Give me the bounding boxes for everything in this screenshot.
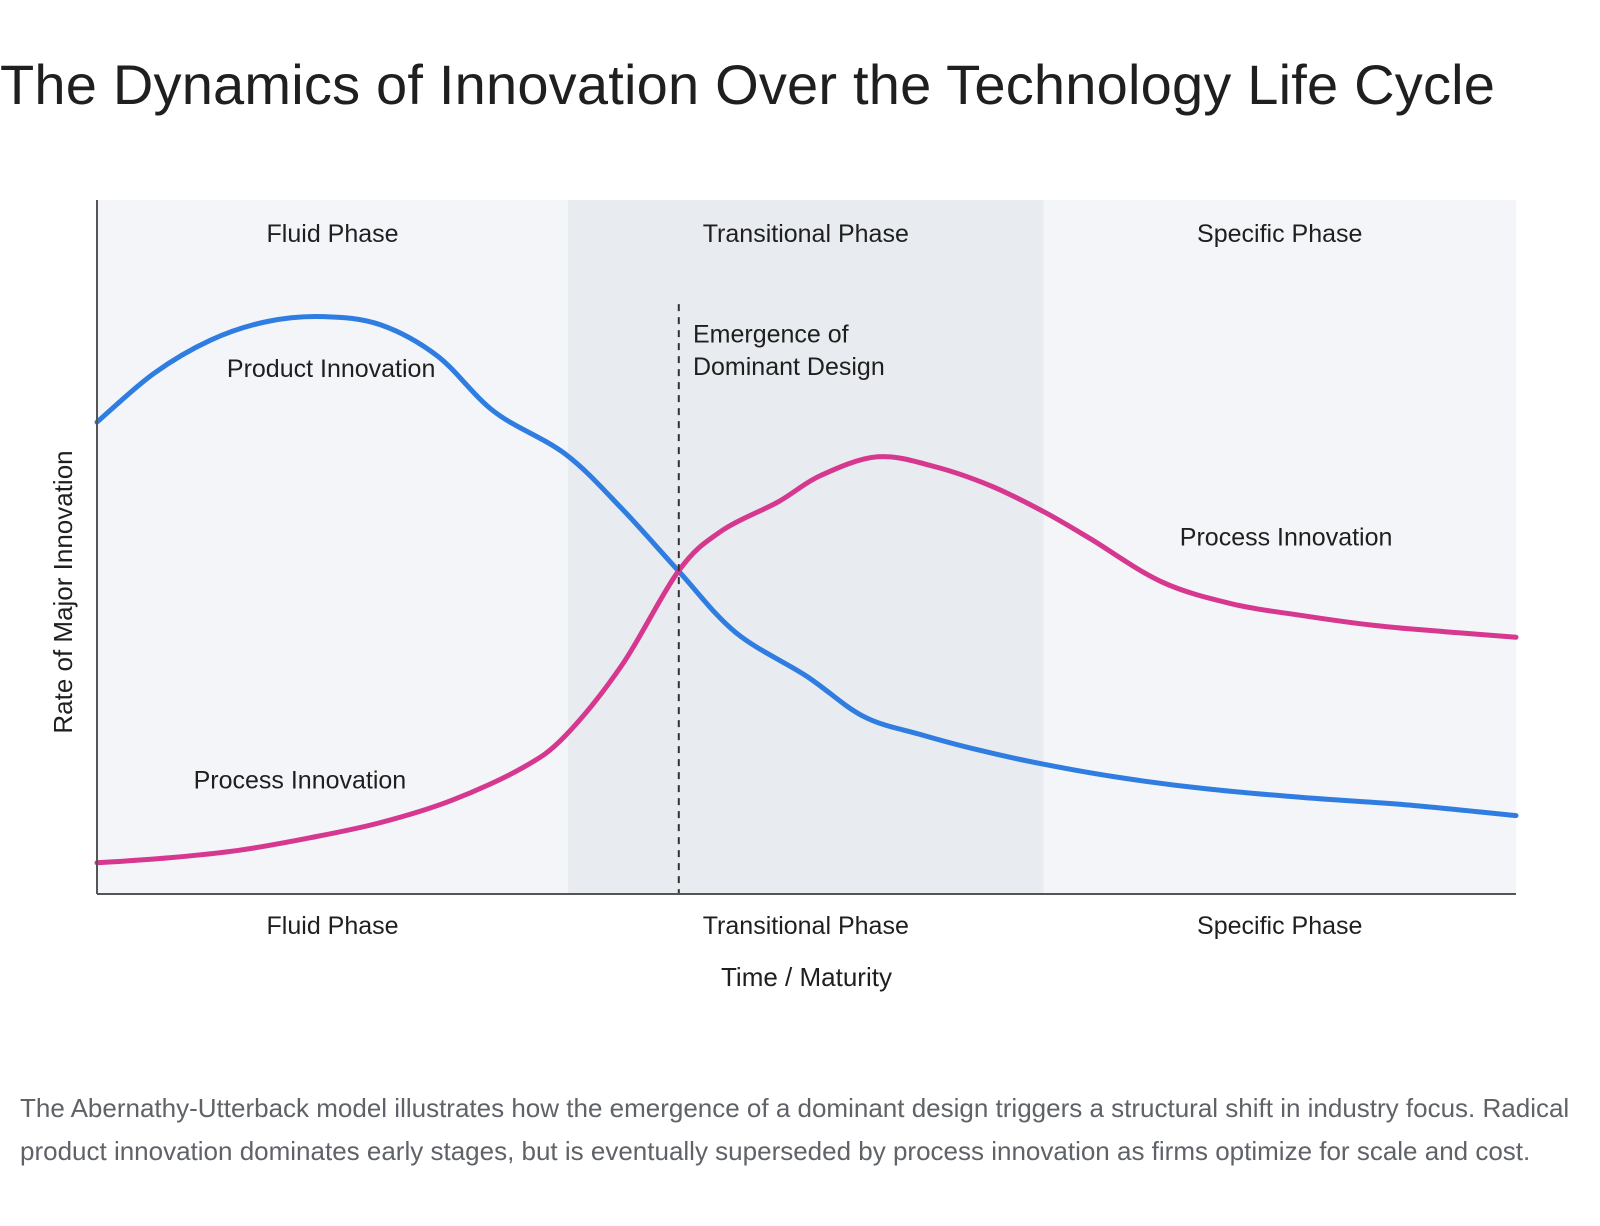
phase-titles: Fluid Phase Transitional Phase Specific Ph… (267, 220, 1363, 248)
series-line-process-innovation (94, 454, 1519, 866)
annotation-emergence-of-3: Emergence of (693, 320, 849, 348)
annotations: Product Innovation Process Innovation Proc… (194, 320, 1393, 794)
x-tick-label-specific-phase: Specific Phase (1197, 912, 1362, 940)
x-tick-label-fluid-phase: Fluid Phase (267, 912, 399, 940)
axes (96, 200, 1516, 895)
x-axis-label: Time / Maturity (721, 962, 892, 992)
phase-title-transitional-phase: Transitional Phase (703, 220, 909, 248)
phase-title-fluid-phase: Fluid Phase (267, 220, 399, 248)
annotation-process-innovation-1: Process Innovation (194, 767, 407, 795)
x-tick-labels: Fluid Phase Transitional Phase Specific Ph… (267, 912, 1363, 940)
annotation-dominant-design-4: Dominant Design (693, 353, 885, 381)
series-lines (94, 313, 1519, 866)
annotation-product-innovation-0: Product Innovation (227, 355, 435, 383)
phase-band-transitional-phase (568, 200, 1044, 894)
page-title: The Dynamics of Innovation Over the Tech… (0, 53, 1496, 116)
series-line-product-innovation (94, 313, 1519, 819)
innovation-life-cycle-chart: Fluid Phase Transitional Phase Specific Ph… (48, 200, 1519, 992)
y-axis-label: Rate of Major Innovation (48, 450, 78, 733)
annotation-process-innovation-2: Process Innovation (1180, 524, 1393, 552)
caption: The Abernathy-Utterback model illustrate… (20, 1093, 1570, 1166)
x-tick-label-transitional-phase: Transitional Phase (703, 912, 909, 940)
phase-title-specific-phase: Specific Phase (1197, 220, 1362, 248)
